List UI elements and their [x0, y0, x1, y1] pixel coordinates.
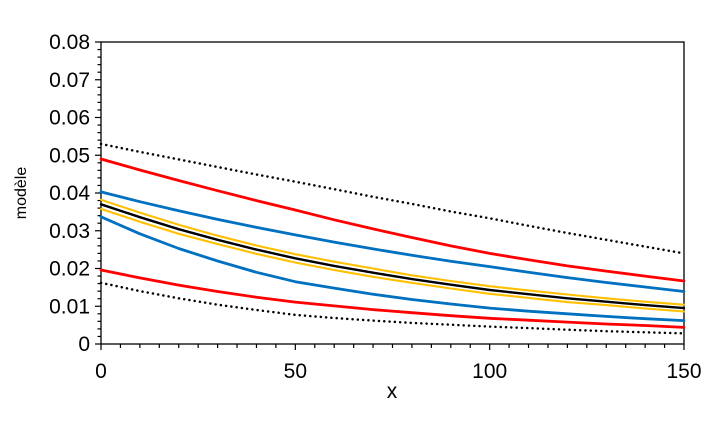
y-tick-label: 0.06 [49, 107, 90, 130]
series-line-model_central_estimate [99, 203, 686, 310]
series-line-yellow_lower_band [99, 207, 686, 313]
x-tick-label: 50 [284, 360, 307, 383]
y-tick-label: 0 [78, 333, 90, 356]
x-tick-label: 100 [472, 360, 507, 383]
y-tick-label: 0.01 [49, 295, 90, 318]
series-line-outer_dotted_lower_bound [99, 281, 686, 335]
series-line-blue_lower_bound [99, 215, 686, 323]
y-axis-title: modèle [13, 166, 30, 220]
series-line-outer_dotted_upper_bound [99, 142, 686, 255]
x-axis-title: x [386, 380, 398, 403]
series-line-yellow_upper_band [99, 198, 686, 306]
y-tick-label: 0.07 [49, 69, 90, 92]
series-line-red_lower_bound [99, 268, 686, 329]
series-line-blue_upper_bound [99, 190, 686, 293]
y-tick-label: 0.03 [49, 220, 90, 243]
y-tick-label: 0.02 [49, 258, 90, 281]
y-tick-label: 0.04 [49, 182, 90, 205]
y-tick-label: 0.08 [49, 31, 90, 54]
plot-border [100, 41, 685, 345]
series-line-red_upper_bound [99, 157, 686, 283]
x-tick-label: 150 [666, 360, 701, 383]
x-tick-label: 0 [95, 360, 107, 383]
y-tick-label: 0.05 [49, 144, 90, 167]
